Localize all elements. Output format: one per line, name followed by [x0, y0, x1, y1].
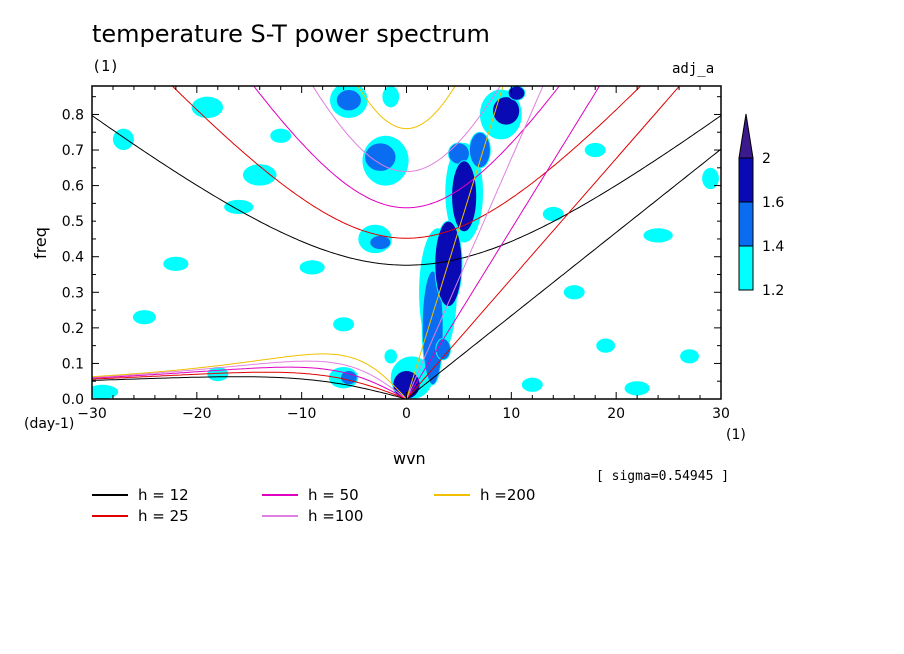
contour-region-29	[542, 206, 564, 222]
contour-region-42	[507, 86, 526, 101]
y-tick-label: 0.0	[62, 392, 84, 408]
contour-region-14	[163, 256, 189, 271]
contour-region-6	[382, 86, 400, 108]
sigma-note: [ sigma=0.54945 ]	[596, 469, 730, 484]
y-tick-label: 0.7	[62, 143, 84, 159]
colorbar-label: 1.6	[762, 195, 784, 211]
contour-region-28	[270, 128, 292, 143]
contour-region-33	[364, 142, 397, 172]
contour-region-18	[333, 317, 355, 332]
kelvin-curve-50	[406, 86, 601, 399]
x-tick-label: −20	[182, 406, 212, 422]
contour-fills	[92, 86, 719, 399]
rossby-curve-100	[92, 360, 407, 399]
rossby-curve-200	[92, 353, 407, 399]
x-tick-label: 10	[502, 406, 520, 422]
y-tick-label: 0.1	[62, 356, 84, 372]
contour-region-31	[468, 131, 491, 169]
contour-region-32	[335, 89, 362, 112]
contour-region-12	[224, 199, 254, 215]
rossby-curve-25	[92, 371, 407, 399]
legend: h = 12 h = 25 h = 50 h =100 h =200	[92, 486, 535, 525]
x-tick-label: −30	[77, 406, 107, 422]
axis-ticks: −30 −20 −10 0 10 20 30 0.0 0.1 0.2 0.3 0.4 0.5 0.6 0.7…	[62, 86, 730, 422]
gravity-curve-25	[171, 86, 642, 239]
contour-region-10	[191, 96, 224, 119]
contour-region-25	[521, 377, 543, 392]
contour-region-0	[384, 349, 398, 364]
contour-region-19	[643, 228, 673, 243]
kelvin-curve-100	[406, 86, 544, 399]
contour-region-22	[563, 285, 585, 300]
y-tick-label: 0.4	[62, 250, 84, 266]
y-axis-label: freq	[31, 227, 50, 259]
legend-label: h =100	[308, 507, 363, 525]
x-tick-label: −10	[287, 406, 317, 422]
colorbar-segment	[738, 201, 754, 247]
rossby-curve-50	[92, 366, 407, 399]
contour-region-34	[369, 234, 392, 251]
dispersion-curves	[92, 86, 721, 399]
contour-region-40	[451, 160, 478, 233]
x-tick-label: 0	[402, 406, 411, 422]
contour-region-17	[299, 260, 325, 275]
gravity-curve-200	[357, 86, 456, 130]
gravity-curve-100	[312, 86, 501, 173]
contour-region-11	[242, 164, 277, 186]
y-tick-label: 0.5	[62, 214, 84, 230]
colorbar-label: 1.2	[762, 283, 784, 299]
y-tick-label: 0.6	[62, 179, 84, 195]
kelvin-curve-25	[406, 86, 681, 399]
contour-region-20	[702, 167, 719, 190]
plot-frame	[91, 85, 722, 400]
contour-region-15	[132, 310, 156, 325]
kelvin-curve-200	[406, 86, 504, 399]
chart-title: temperature S-T power spectrum	[92, 20, 490, 48]
contour-region-24	[624, 381, 650, 396]
contour-region-27	[596, 338, 616, 353]
colorbar-label: 1.4	[762, 239, 784, 255]
legend-label: h = 50	[308, 486, 359, 504]
contour-region-41	[491, 96, 521, 126]
gravity-curve-50	[253, 86, 560, 209]
colorbar-segment	[738, 157, 754, 203]
dataset-label: adj_a	[672, 61, 715, 77]
x-axis-unit: (1)	[726, 427, 746, 443]
y-axis-unit: (day-1)	[24, 416, 74, 432]
rossby-curve-12	[92, 376, 407, 399]
contour-region-23	[680, 349, 699, 364]
y-tick-label: 0.8	[62, 107, 84, 123]
gravity-curve-12	[92, 115, 721, 266]
y-tick-label: 0.3	[62, 285, 84, 301]
contour-region-21	[584, 142, 606, 158]
colorbar: 2 1.6 1.4 1.2	[738, 113, 784, 299]
legend-label: h = 25	[138, 507, 189, 525]
x-axis-label: wvn	[393, 449, 426, 468]
x-tick-label: 20	[607, 406, 625, 422]
colorbar-segment	[738, 245, 754, 291]
y-tick-label: 0.2	[62, 321, 84, 337]
legend-label: h = 12	[138, 486, 189, 504]
x-tick-label: 30	[712, 406, 730, 422]
legend-label: h =200	[480, 486, 535, 504]
colorbar-label: 2	[762, 151, 771, 167]
contour-region-16	[92, 384, 119, 399]
kelvin-curve-12	[406, 148, 721, 399]
colorbar-unit-label: (1)	[92, 57, 120, 75]
